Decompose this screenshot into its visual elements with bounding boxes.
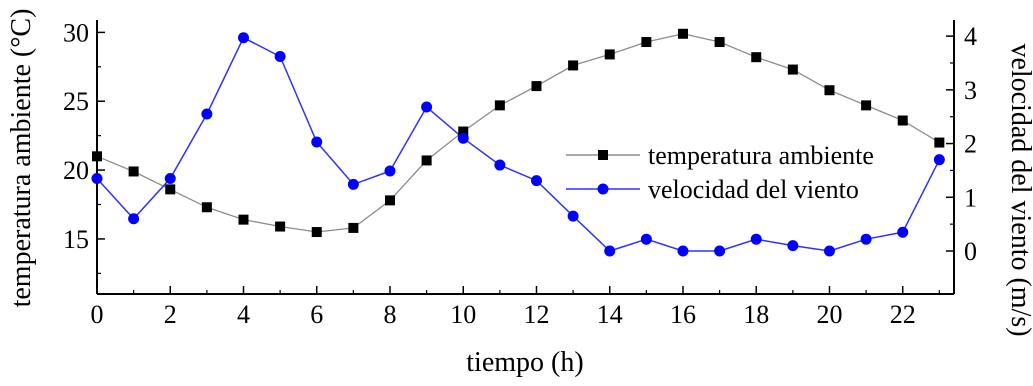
data-point-viento	[164, 172, 176, 184]
data-point-viento	[897, 226, 909, 238]
data-point-temperatura	[897, 115, 908, 126]
x-tick-label: 0	[91, 300, 104, 329]
data-point-viento	[530, 175, 542, 187]
data-point-temperatura	[238, 214, 249, 225]
legend: temperatura ambiente velocidad del vient…	[566, 141, 874, 204]
y-right-tick-label: 1	[964, 183, 977, 212]
data-point-temperatura	[824, 85, 835, 96]
y-axis-right-label: velocidad del viento (m/s)	[1005, 43, 1033, 336]
x-axis-label: tiempo (h)	[466, 347, 583, 378]
data-point-viento	[347, 178, 359, 190]
data-point-viento	[640, 233, 652, 245]
data-point-viento	[237, 32, 249, 44]
data-point-viento	[457, 132, 469, 144]
data-point-temperatura	[458, 126, 469, 137]
series-layer	[91, 28, 945, 257]
data-point-viento	[421, 101, 433, 113]
y-left-tick-label: 25	[63, 87, 89, 116]
x-tick-label: 14	[597, 300, 623, 329]
data-point-viento	[494, 159, 506, 171]
data-point-temperatura	[531, 81, 542, 92]
x-tick-label: 18	[743, 300, 769, 329]
legend-marker-temperatura	[598, 150, 608, 160]
x-tick-label: 16	[670, 300, 696, 329]
x-tick-label: 2	[164, 300, 177, 329]
data-point-viento	[311, 136, 323, 148]
data-point-viento	[860, 233, 872, 245]
data-point-temperatura	[677, 28, 688, 39]
x-tick-label: 22	[890, 300, 916, 329]
data-point-viento	[933, 154, 945, 166]
series-line-temperatura	[96, 33, 940, 233]
y-axis-left-label: temperatura ambiente (°C)	[6, 9, 37, 308]
y-right-tick-label: 2	[964, 130, 977, 159]
data-point-viento	[128, 213, 140, 225]
data-point-temperatura	[934, 137, 945, 148]
data-point-temperatura	[568, 60, 579, 71]
y-left-tick-label: 30	[63, 18, 89, 47]
x-tick-label: 20	[816, 300, 842, 329]
y-left-tick-label: 15	[63, 225, 89, 254]
data-point-temperatura	[604, 49, 615, 60]
data-point-viento	[201, 108, 213, 120]
x-tick-label: 12	[523, 300, 549, 329]
data-point-temperatura	[421, 155, 432, 166]
data-point-viento	[787, 240, 799, 252]
x-tick-label: 6	[310, 300, 323, 329]
data-point-temperatura	[861, 100, 872, 111]
data-point-temperatura	[311, 227, 322, 238]
data-point-temperatura	[751, 52, 762, 63]
series-line-viento	[96, 36, 941, 252]
legend-label-viento: velocidad del viento	[648, 175, 859, 204]
data-point-temperatura	[714, 37, 725, 48]
data-point-temperatura	[384, 195, 395, 206]
y-right-tick-label: 3	[964, 76, 977, 105]
data-point-temperatura	[201, 202, 212, 213]
data-point-temperatura	[128, 166, 139, 177]
legend-label-temperatura: temperatura ambiente	[648, 141, 874, 170]
data-point-temperatura	[92, 151, 102, 162]
data-point-temperatura	[348, 222, 359, 233]
y-right-tick-label: 0	[964, 237, 977, 266]
data-point-temperatura	[165, 184, 176, 195]
data-point-temperatura	[275, 221, 286, 232]
data-point-viento	[750, 233, 762, 245]
data-point-viento	[604, 245, 616, 257]
data-point-viento	[714, 245, 726, 257]
data-point-viento	[823, 245, 835, 257]
y-right-tick-label: 4	[964, 22, 977, 51]
data-point-viento	[384, 165, 396, 177]
data-point-temperatura	[494, 100, 505, 111]
data-point-viento	[274, 51, 286, 63]
data-point-viento	[567, 210, 579, 222]
y-left-tick-label: 20	[63, 156, 89, 185]
data-point-temperatura	[641, 37, 652, 48]
data-point-viento	[677, 245, 689, 257]
legend-marker-viento	[597, 183, 609, 195]
data-point-temperatura	[787, 64, 798, 75]
data-point-viento	[91, 172, 103, 184]
x-tick-label: 10	[450, 300, 476, 329]
x-tick-label: 8	[383, 300, 396, 329]
x-tick-label: 4	[237, 300, 250, 329]
